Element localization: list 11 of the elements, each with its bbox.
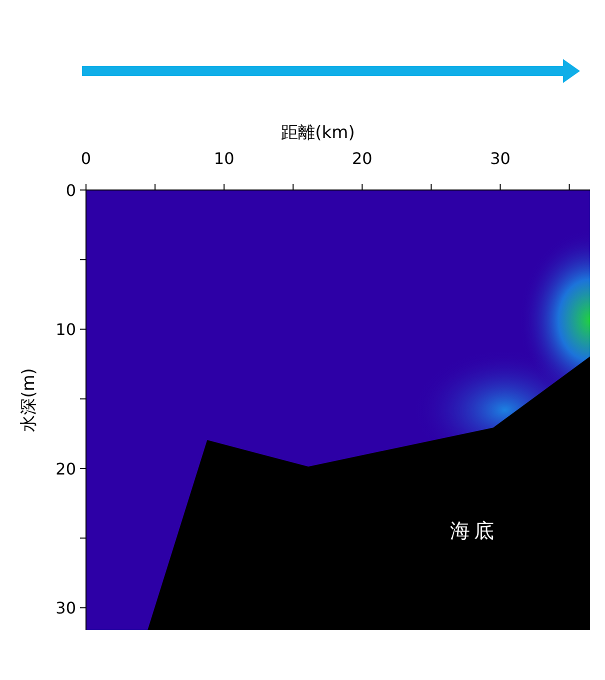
y-tick-label: 0: [66, 181, 76, 200]
annotation: 海底: [450, 518, 498, 543]
x-tick-label: 20: [352, 149, 372, 168]
y-tick-label: 10: [56, 320, 76, 340]
x-axis-title: 距離(km): [281, 123, 355, 143]
x-tick-label: 0: [80, 149, 92, 168]
y-tick-label: 20: [56, 459, 76, 478]
y-axis-title: 水深(m): [19, 368, 39, 432]
x-tick-label: 10: [214, 149, 234, 168]
x-tick-label: 30: [490, 149, 510, 168]
y-tick-label: 30: [56, 598, 76, 618]
